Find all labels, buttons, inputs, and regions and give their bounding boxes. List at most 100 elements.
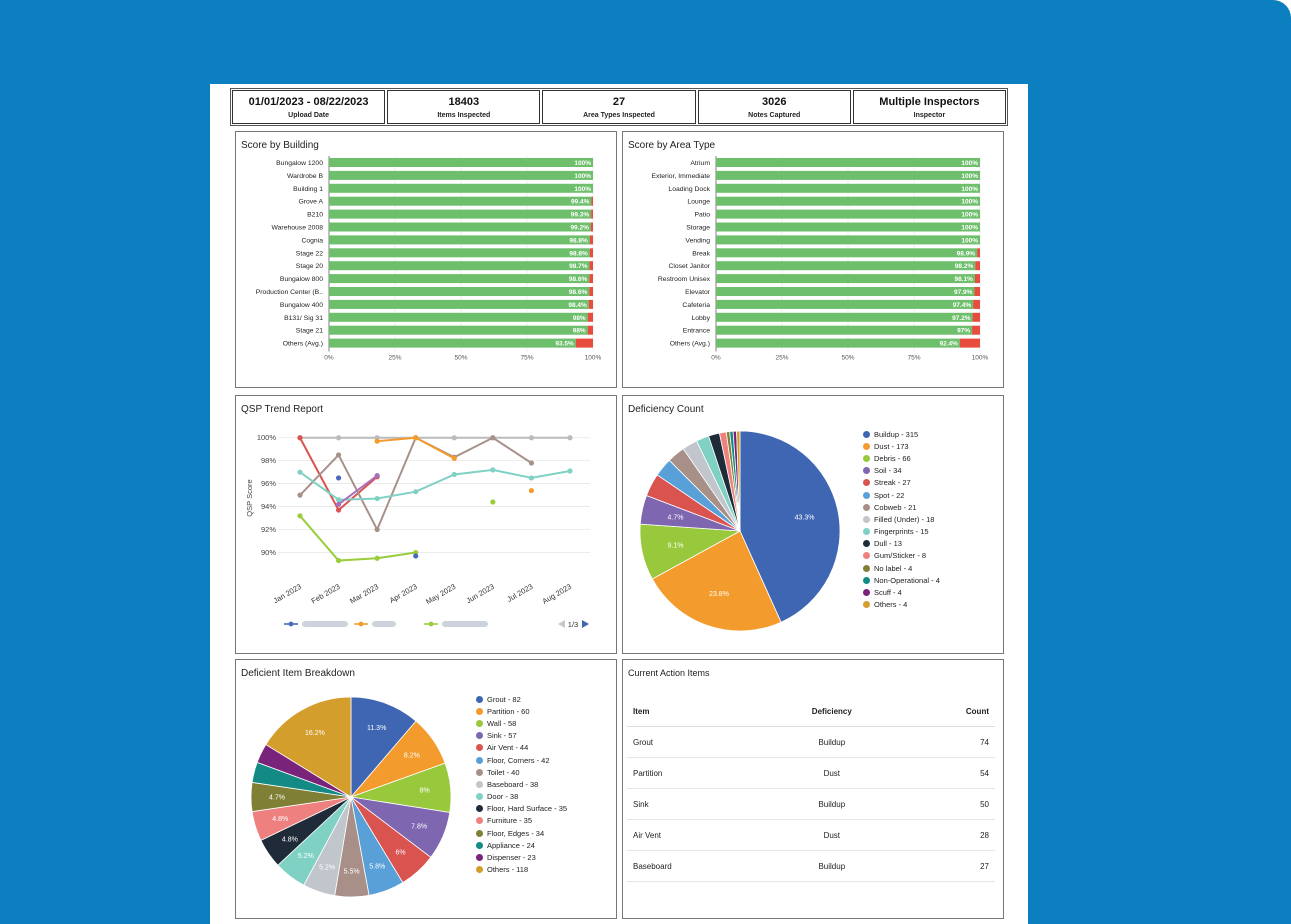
- pie-slice[interactable]: [651, 530, 782, 632]
- bar-value-label: 100%: [961, 186, 978, 193]
- series-point[interactable]: [490, 499, 496, 505]
- kpi-label: Area Types Inspected: [583, 111, 655, 119]
- series-line: [300, 502, 493, 561]
- table-row[interactable]: Sink Buildup 50: [627, 788, 995, 820]
- series-point[interactable]: [451, 471, 457, 478]
- legend-item[interactable]: Dispenser - 23: [476, 851, 567, 863]
- legend-item[interactable]: Others - 118: [476, 864, 567, 876]
- series-point[interactable]: [297, 469, 303, 475]
- pie-slice[interactable]: [350, 696, 417, 799]
- category-label: Bungalow 400: [280, 302, 323, 309]
- legend-swatch: [863, 576, 870, 584]
- legend-item[interactable]: Dull - 13: [863, 538, 940, 550]
- series-point[interactable]: [567, 435, 573, 441]
- series-point[interactable]: [528, 435, 535, 441]
- series-point[interactable]: [374, 555, 380, 561]
- legend-item[interactable]: Fingerprints - 15: [863, 526, 940, 538]
- column-header[interactable]: Count: [901, 696, 995, 727]
- legend-item[interactable]: Sink - 57: [476, 730, 567, 742]
- series-point[interactable]: [528, 460, 535, 466]
- series-point[interactable]: [335, 475, 342, 481]
- prev-page-icon[interactable]: [558, 620, 565, 628]
- x-tick-label: 25%: [775, 355, 788, 362]
- legend-item[interactable]: Partition - 60: [476, 705, 567, 717]
- legend-item[interactable]: Filled (Under) - 18: [863, 513, 940, 525]
- next-page-icon[interactable]: [582, 620, 589, 628]
- series-point[interactable]: [490, 467, 496, 473]
- legend-item[interactable]: Non-Operational - 4: [863, 574, 940, 586]
- table-cell: 28: [901, 819, 995, 851]
- series-point[interactable]: [374, 473, 380, 479]
- slice-label: 5.8%: [369, 864, 385, 871]
- legend-item[interactable]: Cobweb - 21: [863, 501, 940, 513]
- legend-item[interactable]: Gum/Sticker - 8: [863, 550, 940, 562]
- legend-item[interactable]: Toilet - 40: [476, 766, 567, 778]
- legend-item[interactable]: No label - 4: [863, 562, 940, 574]
- slice-label: 43.3%: [795, 515, 815, 522]
- legend-item[interactable]: Others - 4: [863, 599, 940, 611]
- series-point[interactable]: [451, 455, 457, 461]
- series-point[interactable]: [413, 489, 419, 495]
- pie-slice[interactable]: [265, 696, 352, 798]
- series-point[interactable]: [528, 487, 535, 494]
- series-point[interactable]: [335, 557, 342, 564]
- legend-item[interactable]: Spot - 22: [863, 489, 940, 501]
- table-row[interactable]: Partition Dust 54: [627, 757, 995, 789]
- legend-label: Furniture - 35: [487, 816, 533, 826]
- legend-item[interactable]: Baseboard - 38: [476, 778, 567, 790]
- legend-item[interactable]: Air Vent - 44: [476, 742, 567, 754]
- legend-item[interactable]: Door - 38: [476, 791, 567, 803]
- bar-value-label: 98.7%: [569, 263, 588, 270]
- series-point[interactable]: [297, 435, 303, 441]
- series-point[interactable]: [413, 553, 419, 559]
- table-row[interactable]: Air Vent Dust 28: [627, 819, 995, 851]
- series-point[interactable]: [413, 435, 419, 441]
- legend-item[interactable]: Grout - 82: [476, 693, 567, 705]
- pie-slice[interactable]: [736, 430, 741, 532]
- series-point[interactable]: [374, 526, 380, 533]
- column-header[interactable]: Item: [627, 696, 763, 727]
- series-point[interactable]: [335, 452, 342, 458]
- x-tick-label: Aug 2023: [541, 582, 573, 606]
- series-point[interactable]: [335, 507, 342, 513]
- series-point[interactable]: [490, 435, 496, 441]
- kpi-label: Inspector: [913, 111, 946, 119]
- series-point[interactable]: [297, 513, 303, 519]
- legend-item[interactable]: Furniture - 35: [476, 815, 567, 827]
- table-row[interactable]: Baseboard Buildup 27: [627, 850, 995, 882]
- score-bar: [716, 158, 980, 167]
- series-point[interactable]: [335, 501, 342, 507]
- legend-item[interactable]: Soil - 34: [863, 465, 940, 477]
- legend-item[interactable]: Floor, Hard Surface - 35: [476, 803, 567, 815]
- deficit-bar: [591, 209, 593, 219]
- legend-item[interactable]: Floor, Corners - 42: [476, 754, 567, 766]
- legend-item[interactable]: Floor, Edges - 34: [476, 827, 567, 839]
- series-point[interactable]: [374, 495, 380, 502]
- series-point[interactable]: [528, 475, 535, 481]
- legend-swatch: [476, 841, 483, 849]
- series-point[interactable]: [451, 435, 457, 441]
- series-point[interactable]: [567, 468, 573, 474]
- column-header[interactable]: Deficiency: [762, 696, 902, 727]
- legend-item[interactable]: Debris - 66: [863, 452, 940, 464]
- bar-value-label: 98%: [573, 328, 586, 335]
- table-row[interactable]: Grout Buildup 74: [627, 726, 995, 758]
- category-label: Wardrobe B: [287, 173, 323, 180]
- series-point[interactable]: [297, 492, 303, 498]
- blurred-legend-label: [302, 621, 348, 627]
- legend-item[interactable]: Dust - 173: [863, 440, 940, 452]
- legend-swatch: [476, 793, 483, 801]
- y-tick-label: 92%: [261, 525, 276, 534]
- series-point[interactable]: [374, 438, 380, 444]
- deficit-bar: [974, 274, 980, 284]
- legend-item[interactable]: Wall - 58: [476, 717, 567, 729]
- legend-item[interactable]: Scuff - 4: [863, 586, 940, 598]
- legend-item[interactable]: Streak - 27: [863, 477, 940, 489]
- series-point[interactable]: [335, 497, 342, 503]
- pie-slice[interactable]: [739, 430, 841, 623]
- bar-value-label: 98.8%: [569, 250, 588, 257]
- legend-item[interactable]: Buildup - 315: [863, 428, 940, 440]
- series-point[interactable]: [335, 435, 342, 441]
- category-label: Warehouse 2008: [271, 225, 323, 232]
- legend-item[interactable]: Appliance - 24: [476, 839, 567, 851]
